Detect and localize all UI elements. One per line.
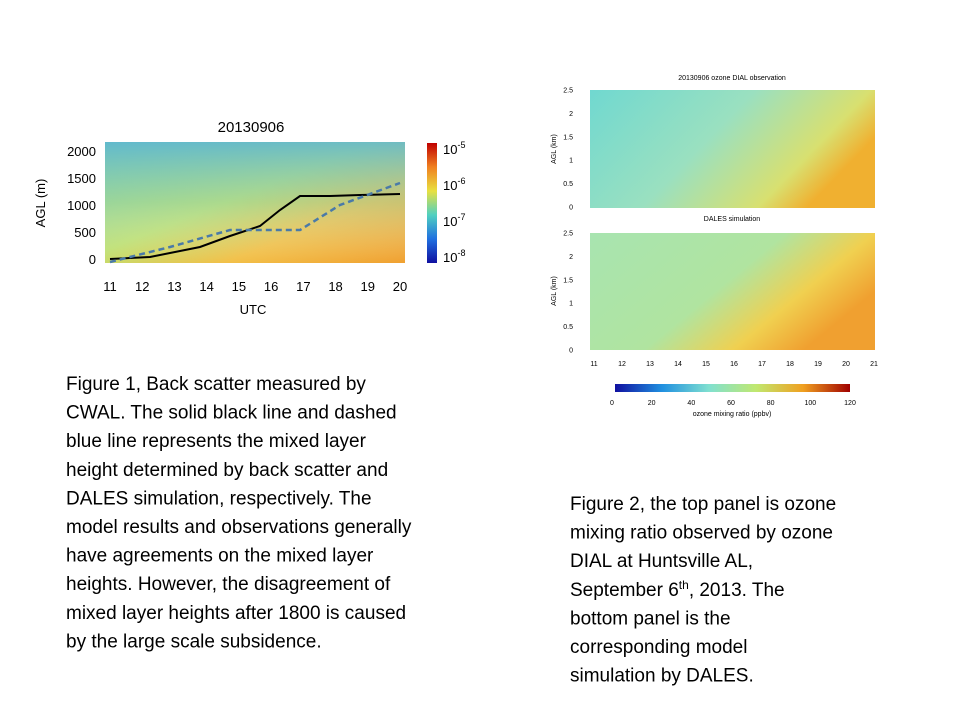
colorbar-tick-label: 20 [648, 400, 656, 407]
y-label-top: AGL (km) [551, 134, 558, 164]
colorbar-label: ozone mixing ratio (ppbv) [693, 411, 772, 418]
mixed-layer-line [109, 193, 401, 260]
colorbar-tick-label: 10-8 [443, 248, 465, 265]
x-tick-label: 17 [296, 279, 310, 294]
dales-line [109, 181, 401, 264]
y-tick-label: 2000 [67, 144, 96, 159]
colorbar-tick-label: 80 [767, 400, 775, 407]
y-tick-label: 1 [569, 158, 573, 165]
caption-line: corresponding model [570, 637, 747, 658]
x-tick-label: 13 [646, 361, 654, 368]
caption-line: mixed layer heights after 1800 is caused [66, 603, 406, 624]
x-tick-label: 14 [674, 361, 682, 368]
colorbar-exp: -5 [457, 140, 465, 150]
colorbar [427, 143, 437, 263]
caption-line: September 6th, 2013. The [570, 578, 785, 601]
colorbar [615, 384, 850, 392]
y-tick-label: 1.5 [563, 277, 573, 284]
simulation-heatmap [590, 233, 875, 350]
bottom-title: DALES simulation [704, 216, 761, 223]
caption-line: blue line represents the mixed layer [66, 431, 367, 452]
colorbar-base: 10 [443, 214, 457, 229]
y-label: AGL (m) [33, 179, 48, 228]
colorbar-base: 10 [443, 142, 457, 157]
caption-line: by the large scale subsidence. [66, 631, 322, 652]
x-tick-label: 19 [814, 361, 822, 368]
x-tick-label: 15 [232, 279, 246, 294]
x-tick-label: 12 [135, 279, 149, 294]
colorbar-exp: -8 [457, 248, 465, 258]
y-tick-label: 1 [569, 301, 573, 308]
x-tick-label: 19 [361, 279, 375, 294]
x-tick-label: 18 [786, 361, 794, 368]
y-tick-label: 0.5 [563, 324, 573, 331]
top-title: 20130906 ozone DIAL observation [678, 75, 786, 82]
caption-line: heights. However, the disagreement of [66, 574, 391, 595]
y-tick-label: 2 [569, 111, 573, 118]
colorbar-base: 10 [443, 250, 457, 265]
x-tick-label: 13 [167, 279, 181, 294]
colorbar-tick-label: 40 [687, 400, 695, 407]
caption-line: CWAL. The solid black line and dashed [66, 403, 397, 424]
y-tick-label: 2.5 [563, 231, 573, 238]
x-tick-label: 20 [393, 279, 407, 294]
x-tick-label: 18 [328, 279, 342, 294]
y-tick-label: 0 [89, 252, 96, 267]
y-tick-label: 2.5 [563, 88, 573, 95]
x-tick-label: 21 [870, 361, 878, 368]
y-tick-label: 500 [74, 225, 96, 240]
x-tick-label: 14 [199, 279, 213, 294]
figure1-title: 20130906 [218, 119, 285, 136]
y-tick-label: 1000 [67, 198, 96, 213]
caption-text: , 2013. The [689, 580, 785, 601]
caption-superscript: th [679, 578, 689, 592]
caption-line: have agreements on the mixed layer [66, 546, 374, 567]
y-tick-label: 2 [569, 254, 573, 261]
y-tick-label: 0 [569, 205, 573, 212]
x-tick-label: 12 [618, 361, 626, 368]
colorbar-tick-label: 0 [610, 400, 614, 407]
colorbar-tick-label: 120 [844, 400, 856, 407]
caption-line: height determined by back scatter and [66, 460, 388, 481]
caption-line: Figure 1, Back scatter measured by [66, 374, 366, 395]
x-tick-label: 17 [758, 361, 766, 368]
caption-line: mixing ratio observed by ozone [570, 523, 833, 544]
x-tick-label: 20 [842, 361, 850, 368]
y-tick-label: 1500 [67, 171, 96, 186]
x-tick-label: 16 [264, 279, 278, 294]
x-tick-label: 16 [730, 361, 738, 368]
x-tick-label: 15 [702, 361, 710, 368]
caption-line: bottom panel is the [570, 608, 731, 629]
colorbar-tick-label: 10-7 [443, 212, 465, 229]
caption-text: September 6 [570, 580, 679, 601]
y-tick-label: 0 [569, 348, 573, 355]
colorbar-tick-label: 10-6 [443, 176, 465, 193]
colorbar-exp: -6 [457, 176, 465, 186]
y-label-bottom: AGL (km) [551, 276, 558, 306]
x-tick-label: 11 [103, 279, 117, 294]
y-tick-label: 1.5 [563, 134, 573, 141]
x-label: UTC [240, 302, 267, 317]
colorbar-tick-label: 100 [804, 400, 816, 407]
colorbar-exp: -7 [457, 212, 465, 222]
caption-line: model results and observations generally [66, 517, 412, 538]
caption-line: Figure 2, the top panel is ozone [570, 494, 836, 515]
y-tick-label: 0.5 [563, 181, 573, 188]
observation-heatmap [590, 90, 875, 208]
x-tick-label: 11 [590, 361, 597, 368]
caption-line: DALES simulation, respectively. The [66, 488, 372, 509]
heatmap-overlay [105, 142, 405, 263]
caption-line: simulation by DALES. [570, 666, 754, 687]
caption-line: DIAL at Huntsville AL, [570, 551, 753, 572]
colorbar-tick-label: 10-5 [443, 140, 465, 157]
colorbar-base: 10 [443, 178, 457, 193]
colorbar-tick-label: 60 [727, 400, 735, 407]
